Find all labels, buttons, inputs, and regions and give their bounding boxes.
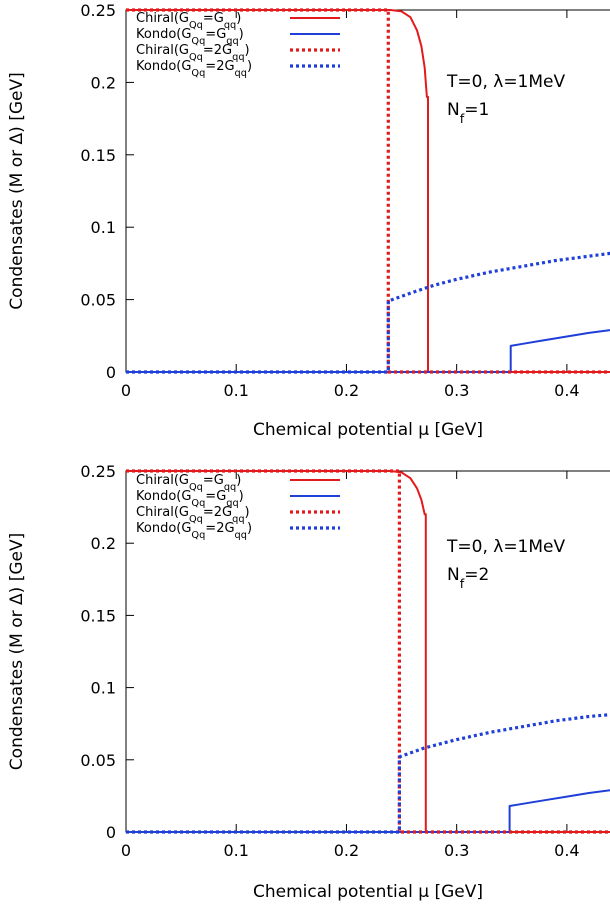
- series-line-3: [126, 469, 610, 834]
- x-tick-label: 0.1: [223, 841, 248, 860]
- y-tick-label: 0.15: [80, 146, 116, 165]
- x-tick-label: 0.2: [334, 841, 359, 860]
- x-tick-label: 0.4: [554, 381, 579, 400]
- y-tick-label: 0: [106, 823, 116, 842]
- chart-panel-1: 0 0.05 0.1 0.15 0.2 0.25 0 0.1 0.2 0.3 0.4 Chemical…: [7, 1, 610, 440]
- x-tick-label: 0.3: [444, 381, 469, 400]
- legend-entry-label: Kondo(GQq=Gqq): [136, 489, 244, 509]
- legend-entry-label: Chiral(GQq=Gqq): [136, 473, 241, 493]
- legend: Chiral(GQq=Gqq)Kondo(GQq=Gqq)Chiral(GQq=…: [136, 473, 340, 541]
- legend-entry-label: Kondo(GQq=2Gqq): [136, 521, 252, 541]
- y-tick-label: 0.05: [80, 751, 116, 770]
- y-tick-label: 0.05: [80, 291, 116, 310]
- legend-entry-label: Chiral(GQq=Gqq): [136, 11, 241, 31]
- y-tick-label: 0.2: [91, 73, 116, 92]
- series-line-1: [126, 470, 610, 833]
- y-tick-label: 0.25: [80, 1, 116, 20]
- x-tick-label: 0.2: [334, 381, 359, 400]
- legend-entry-label: Chiral(GQq=2Gqq): [136, 505, 250, 525]
- annotation-conditions: T=0, λ=1MeV: [446, 537, 565, 557]
- x-tick-label: 0: [121, 381, 131, 400]
- y-tick-label: 0.1: [91, 218, 116, 237]
- legend-entry-label: Kondo(GQq=2Gqq): [136, 59, 252, 79]
- x-tick-label: 0.3: [444, 841, 469, 860]
- plot-frame: [125, 9, 610, 373]
- y-tick-label: 0.25: [80, 462, 116, 481]
- x-axis-label: Chemical potential μ [GeV]: [253, 882, 483, 902]
- x-tick-label: 0.4: [554, 841, 579, 860]
- legend: Chiral(GQq=Gqq)Kondo(GQq=Gqq)Chiral(GQq=…: [136, 11, 340, 79]
- annotation-flavors: Nf=2: [447, 565, 489, 592]
- series-line-1: [126, 9, 610, 373]
- y-tick-label: 0.2: [91, 534, 116, 553]
- annotation-flavors: Nf=1: [447, 100, 489, 127]
- series-line-3: [126, 8, 610, 374]
- plot-frame: [125, 470, 610, 833]
- y-tick-label: 0: [106, 363, 116, 382]
- series-line-2: [126, 329, 610, 373]
- legend-entry-label: Chiral(GQq=2Gqq): [136, 43, 250, 63]
- y-tick-label: 0.1: [91, 679, 116, 698]
- x-tick-label: 0: [121, 841, 131, 860]
- series-line-4: [126, 713, 610, 834]
- x-axis-label: Chemical potential μ [GeV]: [253, 420, 483, 440]
- series-line-4: [126, 251, 610, 374]
- legend-entry-label: Kondo(GQq=Gqq): [136, 27, 244, 47]
- x-tick-label: 0.1: [223, 381, 248, 400]
- y-axis-label: Condensates (M or Δ) [GeV]: [7, 533, 27, 770]
- y-axis-label: Condensates (M or Δ) [GeV]: [7, 72, 27, 309]
- y-tick-label: 0.15: [80, 606, 116, 625]
- series-line-2: [126, 789, 610, 833]
- chart-panel-2: 0 0.05 0.1 0.15 0.2 0.25 0 0.1 0.2 0.3 0.4 Chemical…: [7, 462, 610, 902]
- annotation-conditions: T=0, λ=1MeV: [446, 72, 565, 92]
